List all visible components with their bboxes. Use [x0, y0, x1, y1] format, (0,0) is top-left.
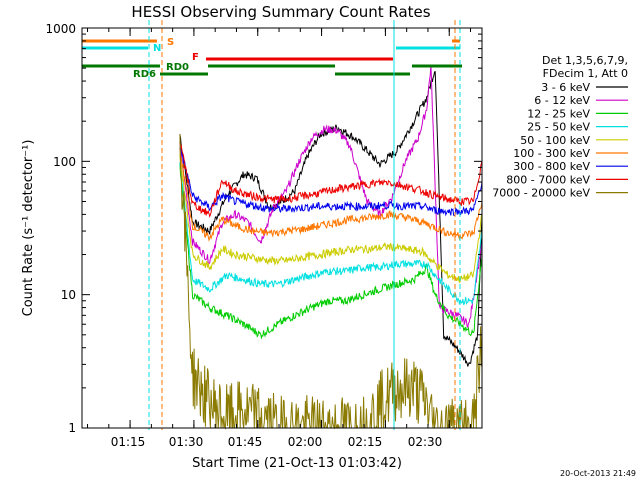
- legend-label-1: 6 - 12 keV: [534, 94, 590, 107]
- flag-label-s: S: [167, 37, 174, 48]
- flag-label-rd0: RD0: [166, 62, 189, 73]
- legend-label-8: 7000 - 20000 keV: [492, 187, 590, 200]
- legend-header-line-1: Det 1,3,5,6,7,9,: [542, 54, 628, 67]
- series-line-7: [179, 141, 483, 218]
- legend-label-3: 25 - 50 keV: [527, 121, 590, 134]
- series-line-2: [179, 163, 483, 340]
- x-axis-label: Start Time (21-Oct-13 01:03:42): [192, 456, 402, 471]
- chart-title: HESSI Observing Summary Count Rates: [131, 3, 430, 21]
- status-flags: S N F RD0 RD6: [82, 37, 462, 80]
- event-markers: [148, 20, 461, 430]
- y-axis-label: Count Rate (s⁻¹ detector⁻¹): [21, 140, 36, 317]
- x-tick-label-3: 02:00: [288, 435, 323, 449]
- y-tick-label-0: 1: [68, 421, 76, 435]
- series-line-8: [179, 134, 483, 430]
- x-tick-label-1: 01:30: [169, 435, 204, 449]
- flag-label-f: F: [192, 52, 199, 63]
- x-tick-labels: 01:15 01:30 01:45 02:00 02:15 02:30: [111, 435, 443, 449]
- legend-label-5: 100 - 300 keV: [513, 147, 590, 160]
- series-line-6: [179, 145, 483, 217]
- y-tick-label-3: 1000: [45, 22, 76, 36]
- axis-ticks: [82, 27, 482, 429]
- timestamp: 20-Oct-2013 21:49: [560, 469, 636, 478]
- y-tick-label-2: 100: [53, 155, 76, 169]
- series-line-4: [179, 153, 483, 284]
- series-line-3: [179, 162, 483, 306]
- x-tick-label-4: 02:15: [348, 435, 383, 449]
- legend-label-7: 800 - 7000 keV: [506, 173, 590, 186]
- flag-label-rd6: RD6: [133, 69, 156, 80]
- legend-label-0: 3 - 6 keV: [541, 81, 590, 94]
- legend-label-2: 12 - 25 keV: [527, 107, 590, 120]
- legend-header-line-2: FDecim 1, Att 0: [543, 67, 628, 80]
- series-lines: [179, 64, 483, 430]
- series-line-5: [179, 148, 483, 242]
- x-tick-label-0: 01:15: [111, 435, 146, 449]
- legend-label-4: 50 - 100 keV: [520, 134, 590, 147]
- x-tick-label-2: 01:45: [228, 435, 263, 449]
- x-tick-label-5: 02:30: [408, 435, 443, 449]
- y-tick-labels: 1 10 100 1000: [45, 22, 76, 435]
- legend-label-6: 300 - 800 keV: [513, 160, 590, 173]
- plot-frame: [81, 27, 483, 429]
- flag-label-n: N: [153, 43, 161, 54]
- y-tick-label-1: 10: [61, 288, 76, 302]
- legend: Det 1,3,5,6,7,9, FDecim 1, Att 0 3 - 6 k…: [492, 54, 628, 200]
